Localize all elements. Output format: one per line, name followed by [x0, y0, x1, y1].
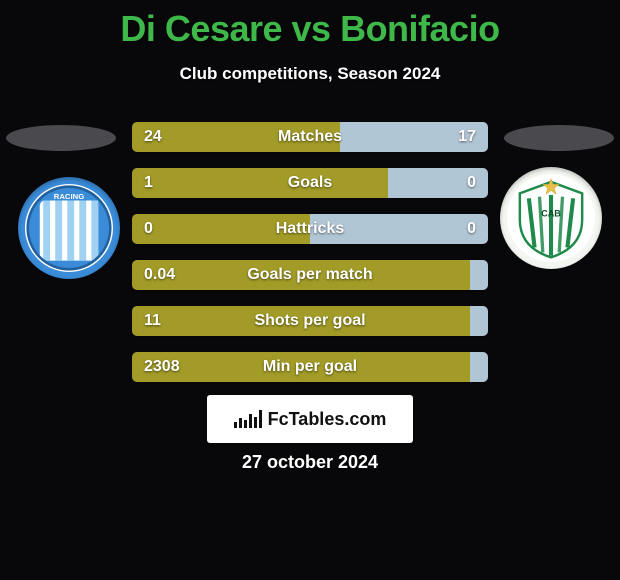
stat-segment-right — [310, 214, 488, 244]
stat-row: Shots per goal11 — [132, 306, 488, 336]
stat-segment-left — [132, 260, 470, 290]
stat-row: Matches2417 — [132, 122, 488, 152]
svg-text:CAB: CAB — [541, 208, 561, 218]
stat-segment-right — [470, 306, 488, 336]
team-badge-left-inner: RACING — [25, 184, 113, 272]
stat-segment-right — [388, 168, 488, 198]
cab-crest-icon: CAB — [510, 177, 592, 259]
stat-segment-right — [470, 260, 488, 290]
bar-icon-bar — [244, 420, 247, 428]
page-title: Di Cesare vs Bonifacio — [0, 0, 620, 50]
stat-row: Goals10 — [132, 168, 488, 198]
stat-segment-left — [132, 168, 388, 198]
bar-icon-bar — [234, 422, 237, 428]
date-text: 27 october 2024 — [0, 452, 620, 473]
stat-segment-left — [132, 352, 470, 382]
shadow-right — [504, 125, 614, 151]
bar-icon-bar — [239, 418, 242, 428]
stat-segment-left — [132, 122, 340, 152]
stats-container: Matches2417 Goals10 Hattricks00 Goals per m… — [132, 122, 488, 398]
bar-icon-bar — [249, 414, 252, 428]
stat-segment-right — [470, 352, 488, 382]
shadow-left — [6, 125, 116, 151]
stat-segment-left — [132, 214, 310, 244]
team-badge-right: CAB — [500, 167, 602, 269]
svg-text:RACING: RACING — [54, 192, 85, 201]
team-badge-left: RACING — [18, 177, 120, 279]
bars-icon — [234, 410, 262, 428]
stat-segment-left — [132, 306, 470, 336]
stat-row: Goals per match0.04 — [132, 260, 488, 290]
subtitle: Club competitions, Season 2024 — [0, 64, 620, 84]
stat-row: Hattricks00 — [132, 214, 488, 244]
bar-icon-bar — [254, 417, 257, 428]
fctables-logo: FcTables.com — [207, 395, 413, 443]
stat-segment-right — [340, 122, 488, 152]
bar-icon-bar — [259, 410, 262, 428]
racing-crest-icon: RACING — [26, 185, 112, 271]
stat-row: Min per goal2308 — [132, 352, 488, 382]
comparison-infographic: Di Cesare vs Bonifacio Club competitions… — [0, 0, 620, 580]
team-badge-right-inner: CAB — [507, 174, 595, 262]
logo-text: FcTables.com — [268, 409, 387, 430]
